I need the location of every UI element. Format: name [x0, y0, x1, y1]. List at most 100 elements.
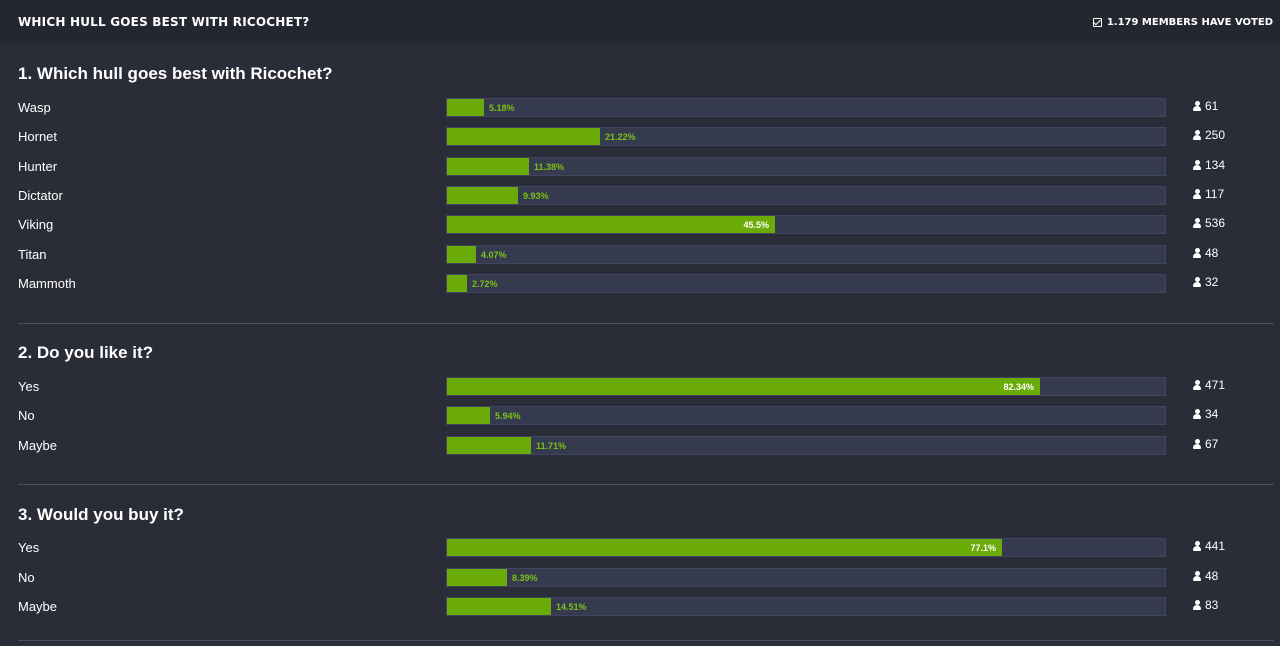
- poll-option-row: Yes 77.1% 441: [0, 538, 1280, 558]
- result-bar-fill: [447, 569, 507, 586]
- result-bar-track: 8.39%: [446, 568, 1166, 587]
- voted-count-text: 1.179 MEMBERS HAVE VOTED: [1106, 16, 1273, 28]
- option-label: Hornet: [18, 129, 58, 144]
- vote-count: 83: [1193, 598, 1218, 612]
- result-bar-track: 14.51%: [446, 597, 1166, 616]
- result-bar-fill: [447, 246, 476, 263]
- result-bar-track: 5.94%: [446, 406, 1166, 425]
- poll-header: WHICH HULL GOES BEST WITH RICOCHET? 1.17…: [0, 0, 1280, 44]
- percent-label: 8.39%: [512, 573, 538, 583]
- vote-count: 134: [1193, 158, 1225, 172]
- result-bar-track: 11.71%: [446, 436, 1166, 455]
- checkbox-check-icon: [1092, 17, 1102, 27]
- user-icon: [1193, 248, 1201, 258]
- option-label: Yes: [18, 540, 40, 555]
- option-label: Wasp: [18, 100, 51, 115]
- percent-label: 11.38%: [534, 162, 565, 172]
- result-bar-fill: [447, 216, 775, 233]
- option-label: Dictator: [18, 188, 63, 203]
- percent-label: 4.07%: [481, 250, 507, 260]
- vote-count-number: 134: [1205, 158, 1226, 172]
- percent-label: 14.51%: [556, 602, 587, 612]
- poll-option-row: No 8.39% 48: [0, 568, 1280, 588]
- voted-summary: 1.179 MEMBERS HAVE VOTED: [1092, 16, 1273, 28]
- result-bar-fill: [447, 158, 529, 175]
- vote-count-number: 32: [1205, 275, 1219, 289]
- user-icon: [1193, 130, 1201, 140]
- option-label: Mammoth: [18, 276, 76, 291]
- result-bar-fill: [447, 275, 467, 292]
- vote-count-number: 48: [1205, 246, 1219, 260]
- poll-option-row: Dictator 9.93% 117: [0, 186, 1280, 206]
- option-label: Yes: [18, 379, 40, 394]
- question-title: 1. Which hull goes best with Ricochet?: [18, 64, 333, 83]
- user-icon: [1193, 541, 1201, 551]
- vote-count: 34: [1193, 407, 1218, 421]
- poll-option-row: Maybe 14.51% 83: [0, 597, 1280, 617]
- result-bar-track: 11.38%: [446, 157, 1166, 176]
- result-bar-fill: [447, 99, 484, 116]
- percent-label: 5.94%: [495, 411, 521, 421]
- vote-count: 48: [1193, 246, 1218, 260]
- percent-label: 45.5%: [743, 220, 769, 230]
- section-divider: [18, 640, 1274, 641]
- percent-label: 77.1%: [970, 543, 996, 553]
- vote-count-number: 61: [1205, 99, 1219, 113]
- vote-count: 471: [1193, 378, 1225, 392]
- poll-option-row: Mammoth 2.72% 32: [0, 274, 1280, 294]
- vote-count-number: 250: [1205, 128, 1226, 142]
- vote-count: 32: [1193, 275, 1218, 289]
- result-bar-track: 5.18%: [446, 98, 1166, 117]
- user-icon: [1193, 101, 1201, 111]
- user-icon: [1193, 439, 1201, 449]
- vote-count: 536: [1193, 216, 1225, 230]
- percent-label: 5.18%: [489, 103, 515, 113]
- poll-option-row: Yes 82.34% 471: [0, 377, 1280, 397]
- vote-count-number: 34: [1205, 407, 1219, 421]
- poll-option-row: Wasp 5.18% 61: [0, 98, 1280, 118]
- question-title: 3. Would you buy it?: [18, 505, 184, 524]
- vote-count: 48: [1193, 569, 1218, 583]
- result-bar-track: 77.1%: [446, 538, 1166, 557]
- result-bar-fill: [447, 128, 600, 145]
- percent-label: 11.71%: [536, 441, 567, 451]
- vote-count: 67: [1193, 437, 1218, 451]
- percent-label: 21.22%: [605, 132, 636, 142]
- option-label: Maybe: [18, 438, 58, 453]
- poll-option-row: No 5.94% 34: [0, 406, 1280, 426]
- poll-option-row: Viking 45.5% 536: [0, 215, 1280, 235]
- result-bar-fill: [447, 437, 531, 454]
- result-bar-fill: [447, 539, 1002, 556]
- user-icon: [1193, 600, 1201, 610]
- result-bar-track: 45.5%: [446, 215, 1166, 234]
- option-label: Viking: [18, 217, 54, 232]
- poll-option-row: Hunter 11.38% 134: [0, 157, 1280, 177]
- vote-count-number: 83: [1205, 598, 1219, 612]
- result-bar-fill: [447, 598, 551, 615]
- result-bar-track: 9.93%: [446, 186, 1166, 205]
- vote-count-number: 441: [1205, 539, 1226, 553]
- result-bar-fill: [447, 378, 1040, 395]
- user-icon: [1193, 571, 1201, 581]
- user-icon: [1193, 160, 1201, 170]
- user-icon: [1193, 218, 1201, 228]
- percent-label: 82.34%: [1003, 382, 1034, 392]
- vote-count: 61: [1193, 99, 1218, 113]
- vote-count: 117: [1193, 187, 1224, 201]
- option-label: No: [18, 408, 35, 423]
- poll-title: WHICH HULL GOES BEST WITH RICOCHET?: [18, 15, 310, 29]
- result-bar-track: 2.72%: [446, 274, 1166, 293]
- percent-label: 2.72%: [472, 279, 498, 289]
- result-bar-fill: [447, 187, 518, 204]
- result-bar-fill: [447, 407, 490, 424]
- section-divider: [18, 484, 1274, 485]
- option-label: Titan: [18, 247, 47, 262]
- poll-option-row: Maybe 11.71% 67: [0, 436, 1280, 456]
- result-bar-track: 21.22%: [446, 127, 1166, 146]
- result-bar-track: 4.07%: [446, 245, 1166, 264]
- vote-count-number: 48: [1205, 569, 1219, 583]
- question-title: 2. Do you like it?: [18, 343, 154, 362]
- option-label: Hunter: [18, 159, 58, 174]
- vote-count-number: 536: [1205, 216, 1226, 230]
- user-icon: [1193, 380, 1201, 390]
